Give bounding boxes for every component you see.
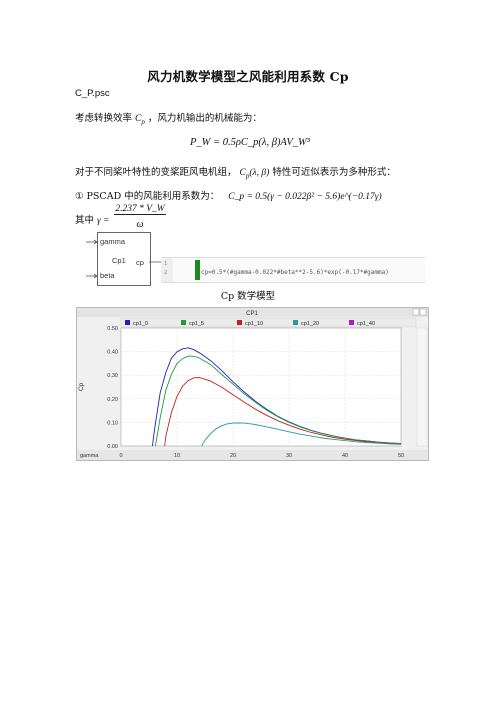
- x-tick-label: 20: [230, 453, 236, 459]
- collapse-control-icon[interactable]: [412, 308, 420, 316]
- power-equation: P_W = 0.5ρC_p(λ, β)AV_W³: [190, 137, 310, 148]
- cp-chart-panel: CP1 cp1_0 cp1_5 cp1_10 cp1_20 cp1_40 0.00 0.1…: [76, 307, 429, 461]
- gamma-numerator: 2.237 * V_W: [114, 204, 166, 215]
- series-line-cp1_5: [154, 355, 402, 447]
- cp-symbol: Cp: [135, 114, 145, 126]
- legend-swatch: [237, 320, 242, 325]
- legend-swatch: [349, 320, 354, 325]
- output-cp-label: cp: [136, 258, 144, 267]
- intro-line: 考虑转换效率 Cp ，风力机输出的机械能为：: [75, 110, 262, 126]
- code-line: cp=0.5*(#gamma-0.022*#beta**2-5.6)*exp(-…: [201, 269, 389, 276]
- blade-line: 对于不同桨叶特性的变桨距风电机组， Cp(λ, β) 特性可近似表示为多种形式：: [75, 164, 396, 180]
- input-beta-label: beta: [100, 271, 115, 280]
- line-number: 1: [164, 261, 168, 267]
- x-tick-label: 50: [398, 453, 404, 459]
- gamma-prefix: 其中: [75, 215, 95, 226]
- y-tick-label: 0.20: [107, 397, 118, 403]
- legend-items: cp1_0 cp1_5 cp1_10 cp1_20 cp1_40: [125, 320, 375, 327]
- component-wires: [86, 239, 166, 279]
- y-tick-label: 0.50: [107, 326, 118, 332]
- plot-area: [120, 327, 402, 447]
- blade-text-1: 对于不同桨叶特性的变桨距风电机组，: [75, 167, 237, 178]
- chart-title-bar: [77, 308, 428, 317]
- legend-swatch: [293, 320, 298, 325]
- legend: [120, 317, 417, 328]
- gamma-denominator: ω: [136, 219, 144, 230]
- pscad-line: ① PSCAD 中的风能利用系数为： C_p = 0.5(γ − 0.022β²…: [75, 188, 382, 202]
- legend-label: cp1_40: [357, 321, 375, 327]
- pscad-text: ① PSCAD 中的风能利用系数为：: [75, 191, 220, 202]
- file-name: C_P.psc: [75, 88, 110, 99]
- document-title: 风力机数学模型之风能利用系数 Cp: [147, 69, 349, 84]
- series-line-cp1_20: [201, 422, 402, 447]
- legend-swatch: [181, 320, 186, 325]
- y-tick-label: 0.00: [107, 444, 118, 450]
- x-axis-label: gamma: [80, 453, 99, 459]
- input-gamma-label: gamma: [100, 237, 126, 246]
- window-controls: [412, 308, 427, 316]
- legend-label: cp1_0: [133, 321, 148, 327]
- x-tick-label: 0: [119, 453, 122, 459]
- legend-label: cp1_10: [245, 321, 263, 327]
- x-axis-bar: [77, 450, 428, 460]
- pscad-component-block[interactable]: gamma Cp1 beta cp: [97, 232, 151, 286]
- blade-text-2: 特性可近似表示为多种形式：: [272, 167, 396, 178]
- code-editor[interactable]: 1 2 cp=0.5*(#gamma-0.022*#beta**2-5.6)*e…: [161, 257, 425, 283]
- y-tick-label: 0.10: [107, 420, 118, 426]
- legend-swatch: [125, 320, 130, 325]
- figure-caption: Cp 数学模型: [220, 291, 276, 302]
- series-line-cp1_10: [164, 377, 402, 447]
- vertical-scrollbar[interactable]: [416, 327, 428, 447]
- y-axis: 0.00 0.10 0.20 0.30 0.40 0.50: [107, 326, 118, 450]
- gamma-line: 其中 γ =: [75, 212, 110, 226]
- line-number: 2: [164, 270, 168, 276]
- intro-text-2: ，风力机输出的机械能为：: [147, 113, 262, 124]
- x-tick-label: 40: [342, 453, 348, 459]
- cp-chart: CP1 cp1_0 cp1_5 cp1_10 cp1_20 cp1_40 0.00 0.1…: [77, 308, 428, 460]
- cursor-marker: [195, 260, 200, 280]
- legend-label: cp1_5: [189, 321, 204, 327]
- component-name: Cp1: [112, 256, 126, 265]
- x-tick-label: 30: [286, 453, 292, 459]
- cp-func: Cp(λ, β): [239, 168, 270, 180]
- x-tick-label: 10: [174, 453, 180, 459]
- y-axis-label: Cp: [78, 382, 85, 391]
- y-tick-label: 0.40: [107, 350, 118, 356]
- legend-label: cp1_20: [301, 321, 319, 327]
- line-number-gutter: 1 2: [161, 258, 173, 282]
- pscad-equation: C_p = 0.5(γ − 0.022β² − 5.6)e^(−0.17γ): [228, 192, 382, 202]
- x-axis: 0 10 20 30 40 50: [119, 453, 404, 459]
- chart-title: CP1: [246, 311, 258, 317]
- series-lines: [151, 347, 402, 447]
- expand-control-icon[interactable]: [419, 308, 427, 316]
- intro-text-1: 考虑转换效率: [75, 113, 133, 124]
- gamma-lhs: γ =: [97, 216, 110, 226]
- y-tick-label: 0.30: [107, 373, 118, 379]
